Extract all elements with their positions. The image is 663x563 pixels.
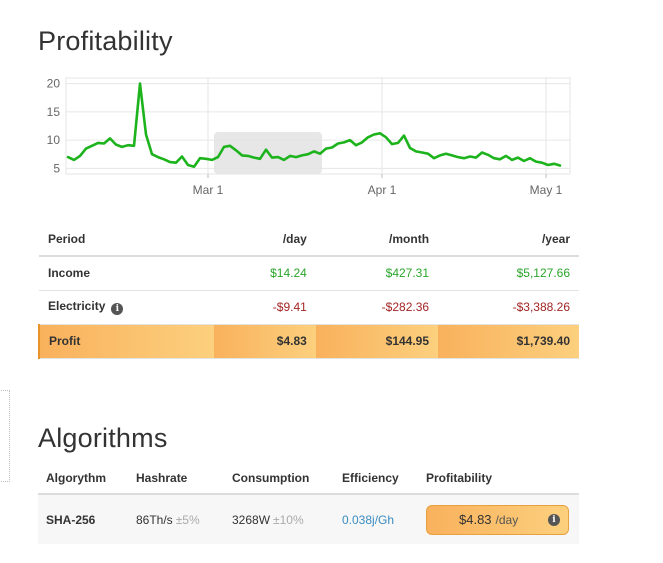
info-icon[interactable]: i [548,513,560,526]
profitability-cell: $4.83/day i [418,494,579,544]
hashrate-value: 86Th/s [136,512,173,527]
algorithms-title: Algorithms [38,423,168,453]
profitability-value: $4.83 [459,512,492,527]
profitability-title: Profitability [38,26,173,56]
chart-svg: 5 10 15 20 Mar 1 Apr 1 May 1 [47,77,571,197]
y-tick-label: 20 [47,77,61,91]
consumption-value: 3268W [232,512,271,527]
side-dotted-box [0,390,10,482]
y-tick-label: 5 [53,161,60,175]
y-tick-label: 15 [47,105,61,119]
row-label: Income [39,256,214,291]
table-row-income: Income $14.24 $427.31 $5,127.66 [39,256,579,291]
col-year: /year [438,222,579,257]
algorithms-table: Algorythm Hashrate Consumption Efficienc… [38,462,579,544]
series-line [66,82,562,168]
income-day: $14.24 [213,256,316,291]
info-icon[interactable]: i [111,303,124,315]
table-row-profit: Profit $4.83 $144.95 $1,739.40 [38,324,579,359]
hashrate-cell: 86Th/s ±5% [128,494,224,544]
col-hashrate: Hashrate [128,462,224,495]
row-label-cell: Electricity i [39,290,214,325]
profitability-button[interactable]: $4.83/day i [426,504,569,535]
table-header-row: Period /day /month /year [39,222,579,257]
efficiency-value: 0.038j/Gh [334,494,418,544]
x-tick-label: Mar 1 [193,183,224,197]
electricity-day: -$9.41 [213,290,316,325]
electricity-month: -$282.36 [315,290,439,325]
profit-year: $1,739.40 [438,324,579,359]
col-consumption: Consumption [224,462,334,495]
y-tick-label: 10 [47,133,61,147]
algorithms-table-wrap: Algorythm Hashrate Consumption Efficienc… [38,462,579,544]
electricity-year: -$3,388.26 [438,290,579,325]
profit-month: $144.95 [315,324,439,359]
col-algorithm: Algorythm [38,462,128,495]
consumption-cell: 3268W ±10% [224,494,334,544]
profitability-unit: /day [495,513,519,527]
income-month: $427.31 [315,256,439,291]
table-row-electricity: Electricity i -$9.41 -$282.36 -$3,388.26 [39,290,579,325]
row-label: Electricity [48,299,106,313]
profitability-amount: $4.83/day [459,512,518,527]
col-period: Period [39,222,214,257]
col-day: /day [213,222,316,257]
profit-day: $4.83 [213,324,316,359]
algorithm-name: SHA-256 [38,494,128,544]
profitability-chart[interactable]: 5 10 15 20 Mar 1 Apr 1 May 1 [30,70,575,205]
col-efficiency: Efficiency [334,462,418,495]
col-profitability: Profitability [418,462,579,495]
x-tick-label: Apr 1 [368,183,397,197]
row-label: Profit [38,324,214,359]
algorithm-row[interactable]: SHA-256 86Th/s ±5% 3268W ±10% 0.038j/Gh $4… [38,494,579,544]
consumption-tolerance: ±10% [273,512,304,527]
profitability-table: Period /day /month /year Income $14.24 $… [38,222,579,359]
x-tick-label: May 1 [530,183,563,197]
income-year: $5,127.66 [438,256,579,291]
algorithms-header-row: Algorythm Hashrate Consumption Efficienc… [38,462,579,495]
hashrate-tolerance: ±5% [175,512,200,527]
col-month: /month [315,222,439,257]
